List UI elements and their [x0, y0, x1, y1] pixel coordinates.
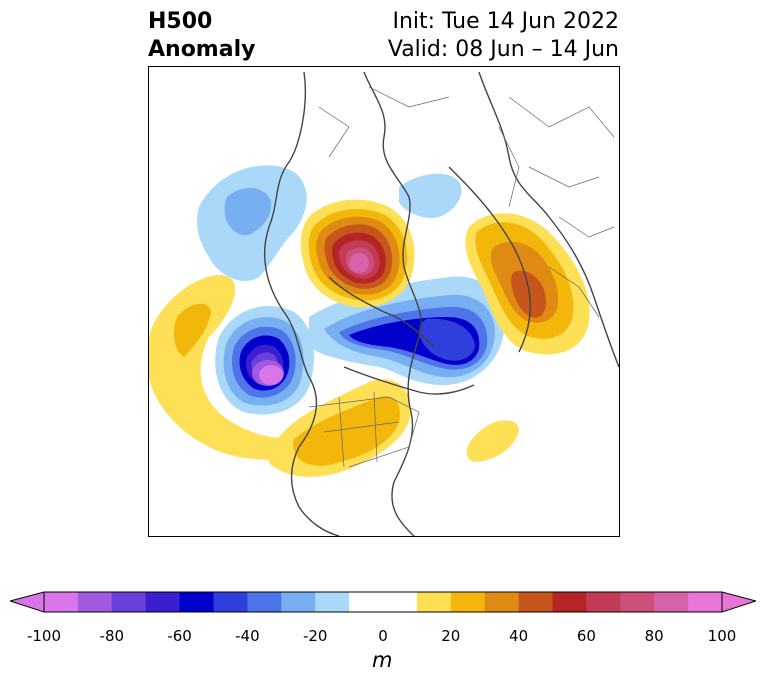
colorbar-tick-label: 40 — [509, 627, 529, 645]
anomaly-alaska-negative — [197, 165, 307, 281]
colorbar-segment — [484, 592, 520, 612]
colorbar-segment — [586, 592, 621, 612]
colorbar-tick-label: 100 — [707, 627, 737, 645]
colorbar-unit: m — [372, 648, 393, 672]
colorbar-segment — [654, 592, 689, 612]
colorbar-max-extend — [722, 592, 756, 612]
colorbar-segment — [44, 592, 79, 612]
colorbar-segment — [688, 592, 723, 612]
map-dates: Init: Tue 14 Jun 2022 Valid: 08 Jun – 14… — [388, 8, 619, 64]
colorbar-segment — [179, 592, 214, 612]
map-title: H500 Anomaly — [148, 8, 255, 64]
colorbar-segment — [145, 592, 181, 612]
anomaly-pacific-positive — [149, 275, 349, 461]
coastlines — [263, 71, 619, 536]
colorbar-tick-label: -40 — [235, 627, 260, 645]
colorbar-tick-label: -80 — [99, 627, 125, 645]
valid-range: Valid: 08 Jun – 14 Jun — [387, 37, 619, 62]
colorbar-segments — [44, 592, 723, 612]
colorbar-tick-label: 20 — [441, 627, 461, 645]
title-line-2: Anomaly — [148, 37, 256, 62]
colorbar-left-outline — [10, 591, 45, 613]
political-borders — [308, 86, 615, 468]
colorbar-tick-label: 80 — [644, 627, 664, 645]
colorbar-tick-label: 0 — [378, 627, 388, 645]
colorbar — [10, 591, 756, 613]
colorbar-segment — [552, 592, 587, 612]
colorbar-segment — [281, 592, 316, 612]
colorbar-segment — [315, 592, 350, 612]
colorbar-tick-label: -100 — [26, 627, 62, 645]
colorbar-segment — [416, 592, 452, 612]
colorbar-segment — [111, 592, 147, 612]
colorbar-segment — [213, 592, 248, 612]
colorbar-segment — [518, 592, 553, 612]
title-line-1: H500 — [148, 9, 213, 34]
colorbar-tick-label: 60 — [576, 627, 596, 645]
colorbar-tick-label: -60 — [167, 627, 192, 645]
colorbar-tick-label: -20 — [302, 627, 328, 645]
anomaly-pacific-low — [215, 305, 314, 415]
anomaly-siberia-negative — [399, 173, 462, 218]
colorbar-segment — [349, 592, 418, 612]
colorbar-min-extend — [10, 592, 44, 612]
anomaly-greenland-high — [300, 199, 415, 308]
colorbar-segment — [77, 592, 113, 612]
anomaly-map — [148, 66, 620, 537]
init-date: Init: Tue 14 Jun 2022 — [392, 9, 620, 34]
colorbar-segment — [450, 592, 486, 612]
colorbar-right-outline — [721, 591, 756, 613]
colorbar-segment — [247, 592, 282, 612]
anomaly-westus-positive — [267, 379, 519, 477]
map-canvas — [149, 71, 619, 536]
colorbar-segment — [620, 592, 655, 612]
